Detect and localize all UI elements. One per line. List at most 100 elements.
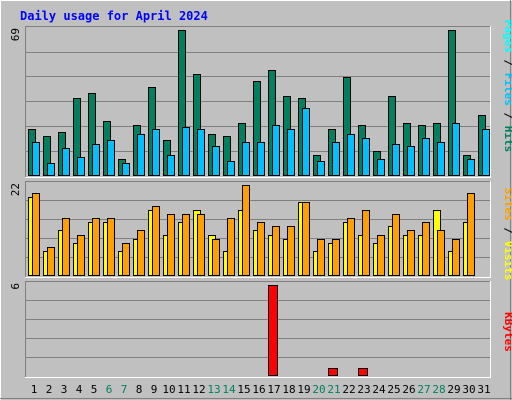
legend-entry-visits: Visits: [502, 241, 512, 281]
bar-files-day-13: [212, 146, 220, 176]
x-tick-label-day-21: 21: [327, 383, 340, 396]
bar-files-day-2: [47, 163, 55, 176]
x-axis-labels: 1 2 3 4 5 6 7 8 9 10 11 12 13 14 15 16 17 18 19 20 21 22 23 24 2…: [31, 383, 491, 396]
bar-files-day-9: [152, 129, 160, 176]
legend-separator: /: [502, 53, 512, 73]
panel-visits-sites-side-legend: Sites / Visits: [502, 188, 512, 281]
x-tick-label-day-31: 31: [477, 383, 490, 396]
x-tick-label-day-22: 22: [342, 383, 355, 396]
bar-files-day-12: [197, 129, 205, 176]
x-tick-label-day-5: 5: [91, 383, 98, 396]
x-tick-label-day-11: 11: [177, 383, 190, 396]
panel-hits-files-pages-max-label: 69: [9, 28, 22, 41]
x-tick-label-day-16: 16: [252, 383, 265, 396]
x-tick-label-day-15: 15: [237, 383, 250, 396]
bar-sites-day-24: [377, 235, 385, 276]
bar-sites-day-12: [197, 214, 205, 276]
bar-sites-day-29: [452, 239, 460, 276]
bar-sites-day-26: [407, 230, 415, 276]
bar-sites-day-8: [137, 230, 145, 276]
bar-sites-day-27: [422, 222, 430, 276]
legend-entry-sites: Sites: [502, 188, 512, 221]
panel-kbytes-bg: [25, 281, 490, 377]
bar-sites-day-14: [227, 218, 235, 276]
bar-sites-day-7: [122, 243, 130, 276]
x-tick-label-day-9: 9: [151, 383, 158, 396]
x-tick-label-day-8: 8: [136, 383, 143, 396]
bar-files-day-30: [467, 159, 475, 176]
bar-sites-day-10: [167, 214, 175, 276]
bar-sites-day-17: [272, 226, 280, 276]
bar-sites-day-6: [107, 218, 115, 276]
bar-sites-day-15: [242, 185, 250, 276]
bar-files-day-15: [242, 142, 250, 176]
bar-files-day-26: [407, 146, 415, 176]
bar-files-day-6: [107, 140, 115, 176]
x-tick-label-day-24: 24: [372, 383, 386, 396]
bar-files-day-14: [227, 161, 235, 176]
bar-sites-day-23: [362, 210, 370, 276]
x-tick-label-day-30: 30: [462, 383, 475, 396]
bar-sites-day-16: [257, 222, 265, 276]
bar-files-day-22: [347, 134, 355, 176]
bar-files-day-4: [77, 157, 85, 176]
x-tick-label-day-20: 20: [312, 383, 325, 396]
legend-separator: /: [502, 106, 512, 126]
bar-sites-day-21: [332, 239, 340, 276]
bar-files-day-28: [437, 142, 445, 176]
chart-title: Daily usage for April 2024: [20, 9, 208, 23]
x-tick-label-day-18: 18: [282, 383, 295, 396]
x-tick-label-day-4: 4: [76, 383, 83, 396]
panel-kbytes-side-legend: KBytes: [502, 312, 512, 352]
bar-files-day-29: [452, 123, 460, 176]
bar-kbytes-day-21: [328, 368, 338, 376]
bar-kbytes-day-17: [268, 285, 278, 376]
x-tick-label-day-25: 25: [387, 383, 400, 396]
legend-entry-files: Files: [502, 73, 512, 106]
bar-files-day-31: [482, 129, 490, 176]
x-tick-label-day-1: 1: [31, 383, 38, 396]
bar-sites-day-20: [317, 239, 325, 276]
bar-sites-day-19: [302, 202, 310, 276]
bar-files-day-7: [122, 163, 130, 176]
chart-panels: 69 Pages / Files / Hits 22 Sites / Visits 6 K…: [9, 20, 512, 378]
x-tick-label-day-27: 27: [417, 383, 430, 396]
bar-files-day-20: [317, 161, 325, 176]
x-tick-label-day-14: 14: [222, 383, 236, 396]
x-tick-label-day-13: 13: [207, 383, 220, 396]
legend-entry-hits: Hits: [502, 126, 512, 153]
x-tick-label-day-19: 19: [297, 383, 310, 396]
bar-sites-day-3: [62, 218, 70, 276]
bar-files-day-23: [362, 138, 370, 176]
bar-files-day-3: [62, 148, 70, 176]
x-tick-label-day-2: 2: [46, 383, 53, 396]
bar-files-day-8: [137, 134, 145, 176]
bar-sites-day-18: [287, 226, 295, 276]
x-tick-label-day-23: 23: [357, 383, 370, 396]
bar-files-day-10: [167, 155, 175, 176]
panel-kbytes-max-label: 6: [9, 283, 22, 290]
bar-sites-day-13: [212, 239, 220, 276]
bar-sites-day-2: [47, 247, 55, 276]
bar-files-day-11: [182, 127, 190, 176]
legend-entry-pages: Pages: [502, 20, 512, 53]
x-tick-label-day-6: 6: [106, 383, 113, 396]
bar-files-day-21: [332, 142, 340, 176]
bar-files-day-16: [257, 142, 265, 176]
x-tick-label-day-26: 26: [402, 383, 415, 396]
bar-files-day-18: [287, 129, 295, 176]
bar-files-day-27: [422, 138, 430, 176]
bar-sites-day-30: [467, 193, 475, 276]
chart-bars: [28, 30, 490, 376]
x-tick-label-day-17: 17: [267, 383, 280, 396]
legend-separator: /: [502, 221, 512, 241]
bar-sites-day-11: [182, 214, 190, 276]
x-tick-label-day-7: 7: [121, 383, 128, 396]
bar-sites-day-4: [77, 235, 85, 276]
panel-hits-files-pages-side-legend: Pages / Files / Hits: [502, 20, 512, 153]
bar-files-day-24: [377, 159, 385, 176]
bar-sites-day-1: [32, 193, 40, 276]
x-tick-label-day-10: 10: [162, 383, 175, 396]
